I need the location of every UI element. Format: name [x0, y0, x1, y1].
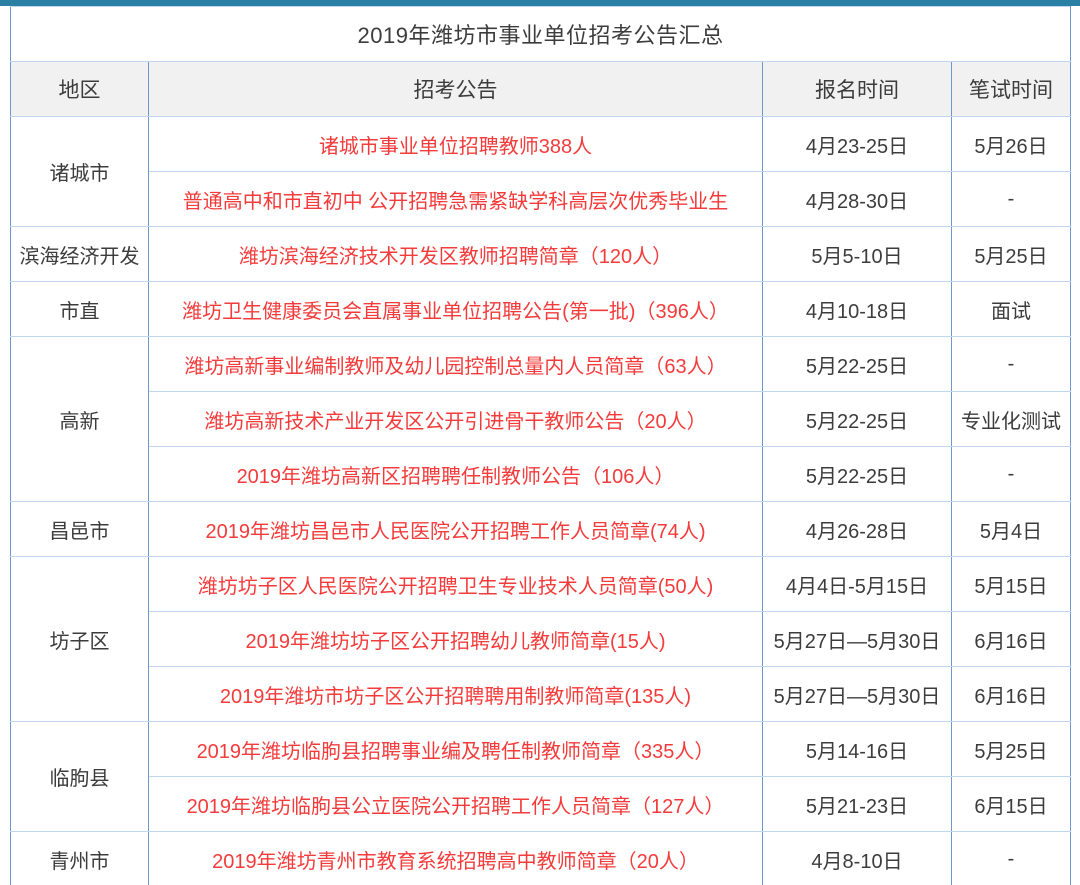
- announcement-cell: 2019年潍坊临朐县公立医院公开招聘工作人员简章（127人）: [148, 776, 763, 832]
- table-row: 青州市 2019年潍坊青州市教育系统招聘高中教师简章（20人） 4月8-10日 -: [10, 831, 1072, 885]
- column-header-region: 地区: [10, 61, 149, 117]
- signup-time-cell: 5月27日—5月30日: [762, 666, 952, 722]
- signup-time-cell: 4月28-30日: [762, 171, 952, 227]
- table-row: 2019年潍坊临朐县公立医院公开招聘工作人员简章（127人） 5月21-23日 6月…: [11, 776, 1072, 832]
- signup-time-cell: 4月10-18日: [762, 281, 952, 337]
- table-row: 2019年潍坊市坊子区公开招聘聘用制教师简章(135人) 5月27日—5月30日 6…: [11, 666, 1072, 722]
- exam-time-cell: 5月15日: [950, 556, 1072, 612]
- announcement-cell: 潍坊坊子区人民医院公开招聘卫生专业技术人员简章(50人): [148, 556, 763, 612]
- table-row: 2019年潍坊高新区招聘聘任制教师公告（106人） 5月22-25日 -: [11, 446, 1072, 502]
- signup-time-cell: 4月4日-5月15日: [762, 556, 952, 612]
- announcement-cell: 2019年潍坊青州市教育系统招聘高中教师简章（20人）: [148, 831, 763, 885]
- exam-time-cell: 5月4日: [950, 501, 1072, 557]
- column-header-exam-time: 笔试时间: [950, 61, 1072, 117]
- announcement-cell: 潍坊滨海经济技术开发区教师招聘简章（120人）: [148, 226, 763, 282]
- region-cell: 高新: [10, 336, 149, 502]
- announcement-cell: 2019年潍坊坊子区公开招聘幼儿教师简章(15人): [148, 611, 763, 667]
- exam-time-cell: 5月26日: [950, 116, 1072, 172]
- recruitment-table: 2019年潍坊市事业单位招考公告汇总 地区 招考公告 报名时间 笔试时间 诸城市…: [9, 6, 1072, 885]
- announcement-link[interactable]: 潍坊滨海经济技术开发区教师招聘简章（120人）: [238, 245, 673, 268]
- announcement-link[interactable]: 2019年潍坊市坊子区公开招聘聘用制教师简章(135人): [219, 685, 692, 708]
- table-row: 昌邑市 2019年潍坊昌邑市人民医院公开招聘工作人员简章(74人) 4月26-28日…: [10, 501, 1072, 557]
- region-cell: 临朐县: [10, 721, 149, 832]
- signup-time-cell: 5月14-16日: [762, 721, 952, 777]
- region-cell: 昌邑市: [10, 501, 149, 557]
- exam-time-cell: -: [950, 336, 1072, 392]
- region-cell: 青州市: [10, 831, 149, 885]
- signup-time-cell: 4月26-28日: [762, 501, 952, 557]
- top-accent-bar: [0, 0, 1080, 6]
- region-cell: 滨海经济开发: [10, 226, 149, 282]
- table-row: 临朐县 2019年潍坊临朐县招聘事业编及聘任制教师简章（335人） 5月14-16日…: [10, 721, 1072, 832]
- signup-time-cell: 5月22-25日: [762, 391, 952, 447]
- exam-time-cell: 5月25日: [950, 721, 1072, 777]
- announcement-link[interactable]: 潍坊卫生健康委员会直属事业单位招聘公告(第一批)（396人）: [182, 300, 729, 323]
- announcement-link[interactable]: 潍坊高新技术产业开发区公开引进骨干教师公告（20人）: [204, 410, 707, 433]
- announcement-cell: 潍坊高新事业编制教师及幼儿园控制总量内人员简章（63人）: [148, 336, 763, 392]
- exam-time-cell: 5月25日: [950, 226, 1072, 282]
- column-header-signup-time: 报名时间: [762, 61, 952, 117]
- table-row: 诸城市 诸城市事业单位招聘教师388人 4月23-25日 5月26日: [10, 116, 1072, 227]
- region-cell: 市直: [10, 281, 149, 337]
- announcement-cell: 潍坊卫生健康委员会直属事业单位招聘公告(第一批)（396人）: [148, 281, 763, 337]
- region-cell: 诸城市: [10, 116, 149, 227]
- exam-time-cell: 6月16日: [950, 611, 1072, 667]
- page-title: 2019年潍坊市事业单位招考公告汇总: [9, 6, 1072, 62]
- column-header-announcement: 招考公告: [148, 61, 763, 117]
- announcement-cell: 诸城市事业单位招聘教师388人: [148, 116, 763, 172]
- announcement-link[interactable]: 诸城市事业单位招聘教师388人: [318, 135, 593, 158]
- announcement-link[interactable]: 2019年潍坊临朐县招聘事业编及聘任制教师简章（335人）: [196, 740, 715, 763]
- announcement-cell: 2019年潍坊高新区招聘聘任制教师公告（106人）: [148, 446, 763, 502]
- exam-time-cell: 面试: [950, 281, 1072, 337]
- announcement-cell: 普通高中和市直初中 公开招聘急需紧缺学科高层次优秀毕业生: [148, 171, 763, 227]
- table-row: 市直 潍坊卫生健康委员会直属事业单位招聘公告(第一批)（396人） 4月10-18日…: [10, 281, 1072, 337]
- title-row: 2019年潍坊市事业单位招考公告汇总: [9, 6, 1072, 62]
- announcement-link[interactable]: 2019年潍坊临朐县公立医院公开招聘工作人员简章（127人）: [186, 795, 725, 818]
- signup-time-cell: 5月22-25日: [762, 336, 952, 392]
- table-row: 普通高中和市直初中 公开招聘急需紧缺学科高层次优秀毕业生 4月28-30日 -: [11, 171, 1072, 227]
- exam-time-cell: 专业化测试: [950, 391, 1072, 447]
- announcement-link[interactable]: 2019年潍坊昌邑市人民医院公开招聘工作人员简章(74人): [205, 520, 706, 543]
- signup-time-cell: 5月21-23日: [762, 776, 952, 832]
- table-row: 潍坊高新技术产业开发区公开引进骨干教师公告（20人） 5月22-25日 专业化测试: [11, 391, 1072, 447]
- table-row: 高新 潍坊高新事业编制教师及幼儿园控制总量内人员简章（63人） 5月22-25日 -: [10, 336, 1072, 502]
- exam-time-cell: -: [950, 171, 1072, 227]
- announcement-cell: 2019年潍坊临朐县招聘事业编及聘任制教师简章（335人）: [148, 721, 763, 777]
- announcement-cell: 2019年潍坊昌邑市人民医院公开招聘工作人员简章(74人): [148, 501, 763, 557]
- signup-time-cell: 4月23-25日: [762, 116, 952, 172]
- announcement-cell: 潍坊高新技术产业开发区公开引进骨干教师公告（20人）: [148, 391, 763, 447]
- announcement-link[interactable]: 普通高中和市直初中 公开招聘急需紧缺学科高层次优秀毕业生: [182, 190, 729, 213]
- announcement-link[interactable]: 潍坊坊子区人民医院公开招聘卫生专业技术人员简章(50人): [197, 575, 714, 598]
- table-row: 滨海经济开发 潍坊滨海经济技术开发区教师招聘简章（120人） 5月5-10日 5月25…: [10, 226, 1072, 282]
- exam-time-cell: 6月16日: [950, 666, 1072, 722]
- signup-time-cell: 4月8-10日: [762, 831, 952, 885]
- exam-time-cell: 6月15日: [950, 776, 1072, 832]
- announcement-cell: 2019年潍坊市坊子区公开招聘聘用制教师简章(135人): [148, 666, 763, 722]
- announcement-link[interactable]: 2019年潍坊青州市教育系统招聘高中教师简章（20人）: [212, 850, 699, 873]
- announcement-link[interactable]: 2019年潍坊高新区招聘聘任制教师公告（106人）: [236, 465, 675, 488]
- signup-time-cell: 5月27日—5月30日: [762, 611, 952, 667]
- exam-time-cell: -: [950, 446, 1072, 502]
- table-row: 2019年潍坊坊子区公开招聘幼儿教师简章(15人) 5月27日—5月30日 6月16…: [11, 611, 1072, 667]
- announcement-link[interactable]: 潍坊高新事业编制教师及幼儿园控制总量内人员简章（63人）: [184, 355, 727, 378]
- signup-time-cell: 5月5-10日: [762, 226, 952, 282]
- signup-time-cell: 5月22-25日: [762, 446, 952, 502]
- announcement-link[interactable]: 2019年潍坊坊子区公开招聘幼儿教师简章(15人): [245, 630, 666, 653]
- region-cell: 坊子区: [10, 556, 149, 722]
- header-row: 地区 招考公告 报名时间 笔试时间: [10, 61, 1072, 117]
- table-row: 坊子区 潍坊坊子区人民医院公开招聘卫生专业技术人员简章(50人) 4月4日-5月15…: [10, 556, 1072, 722]
- exam-time-cell: -: [950, 831, 1072, 885]
